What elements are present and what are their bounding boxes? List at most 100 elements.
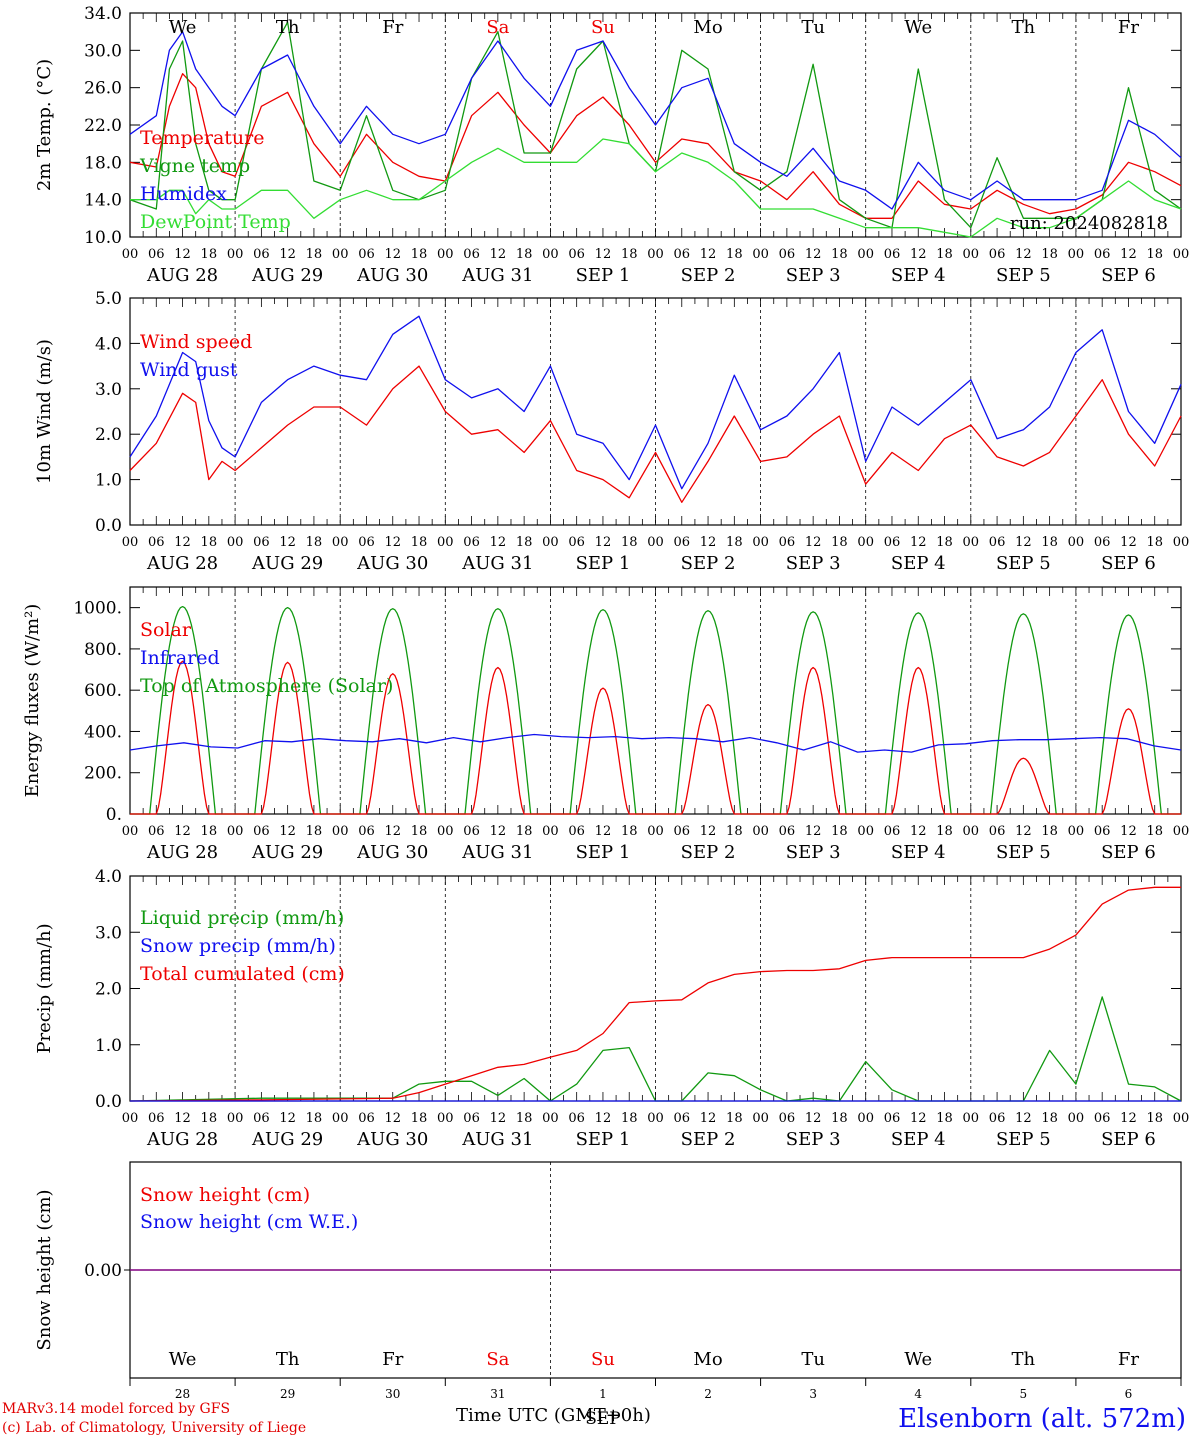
legend-entry: Wind gust xyxy=(140,359,238,381)
hour-tick-label: 18 xyxy=(936,824,953,839)
series-line xyxy=(129,31,1182,210)
solar-curve xyxy=(1075,708,1181,815)
hour-tick-label: 06 xyxy=(253,1111,270,1126)
y-tick-label: 800. xyxy=(84,640,122,660)
y-tick-label: 5.0 xyxy=(95,289,122,309)
hour-tick-label: 00 xyxy=(963,247,980,262)
series-line xyxy=(129,886,1181,1102)
hour-tick-label: 00 xyxy=(122,1111,139,1126)
date-label: AUG 28 xyxy=(146,553,218,574)
y-tick-label: 2.0 xyxy=(95,425,122,445)
hour-tick-label: 06 xyxy=(674,247,691,262)
hour-tick-label: 12 xyxy=(700,824,717,839)
hour-tick-label: 00 xyxy=(752,824,769,839)
y-tick-label: 26.0 xyxy=(84,79,122,99)
hour-tick-label: 00 xyxy=(437,535,454,550)
date-label: SEP 6 xyxy=(1101,1129,1156,1150)
y-tick-label: 18.0 xyxy=(84,153,122,173)
y-tick-label: 22.0 xyxy=(84,116,122,136)
hour-tick-label: 00 xyxy=(963,1111,980,1126)
hour-tick-label: 12 xyxy=(910,1111,927,1126)
y-axis-label: Energy fluxes (W/m²) xyxy=(22,604,43,798)
solar-curve xyxy=(865,666,971,815)
solar-curve xyxy=(445,666,551,815)
hour-tick-label: 12 xyxy=(1120,824,1137,839)
hour-tick-label: 06 xyxy=(989,247,1006,262)
hour-tick-label: 18 xyxy=(726,247,743,262)
weekday-label: We xyxy=(169,17,197,38)
weekday-label: Th xyxy=(1012,17,1036,38)
hour-tick-label: 12 xyxy=(595,1111,612,1126)
hour-tick-label: 06 xyxy=(253,247,270,262)
solar-curve xyxy=(655,703,761,815)
hour-tick-label: 06 xyxy=(358,824,375,839)
hour-tick-label: 18 xyxy=(1041,247,1058,262)
y-tick-label: 400. xyxy=(84,722,122,742)
hour-tick-label: 12 xyxy=(910,535,927,550)
hour-tick-label: 12 xyxy=(805,1111,822,1126)
hour-tick-label: 06 xyxy=(463,824,480,839)
day-number: 30 xyxy=(385,1387,400,1401)
day-number: 28 xyxy=(175,1387,190,1401)
y-tick-label: 10.0 xyxy=(84,228,122,248)
date-label: AUG 31 xyxy=(461,1129,533,1150)
hour-tick-label: 06 xyxy=(148,824,165,839)
hour-tick-label: 18 xyxy=(411,824,428,839)
hour-tick-label: 00 xyxy=(542,535,559,550)
y-axis-label: 10m Wind (m/s) xyxy=(34,339,55,484)
date-label: SEP 5 xyxy=(996,842,1051,863)
hour-tick-label: 00 xyxy=(1068,1111,1085,1126)
y-tick-label: 3.0 xyxy=(95,923,122,943)
solar-curve xyxy=(760,666,866,815)
date-label: AUG 30 xyxy=(356,842,428,863)
hour-tick-label: 00 xyxy=(963,535,980,550)
hour-tick-label: 06 xyxy=(1094,824,1111,839)
hour-tick-label: 12 xyxy=(384,1111,401,1126)
date-label: SEP 3 xyxy=(786,265,841,286)
date-label: SEP 5 xyxy=(996,265,1051,286)
hour-tick-label: 06 xyxy=(779,535,796,550)
hour-tick-label: 18 xyxy=(1041,824,1058,839)
weekday-label: Fr xyxy=(382,1349,403,1370)
date-label: SEP 2 xyxy=(681,842,736,863)
date-label: AUG 28 xyxy=(146,1129,218,1150)
legend-entry: Vigne temp xyxy=(139,155,250,177)
toa-solar-curve xyxy=(445,608,551,815)
hour-tick-label: 00 xyxy=(227,247,244,262)
hour-tick-label: 06 xyxy=(1094,535,1111,550)
weekday-label: Su xyxy=(591,17,615,38)
hour-tick-label: 00 xyxy=(542,1111,559,1126)
date-label: AUG 29 xyxy=(251,1129,323,1150)
hour-tick-label: 12 xyxy=(490,824,507,839)
legend-entry: Infrared xyxy=(140,647,220,669)
hour-tick-label: 06 xyxy=(989,824,1006,839)
hour-tick-label: 06 xyxy=(568,1111,585,1126)
weekday-label: Tu xyxy=(801,1349,825,1370)
hour-tick-label: 06 xyxy=(674,535,691,550)
date-label: SEP 5 xyxy=(996,1129,1051,1150)
y-axis-label: Snow height (cm) xyxy=(34,1189,55,1350)
hour-tick-label: 00 xyxy=(227,1111,244,1126)
hour-tick-label: 12 xyxy=(174,1111,191,1126)
hour-tick-label: 12 xyxy=(1120,535,1137,550)
y-tick-label: 0. xyxy=(106,805,122,825)
date-label: SEP 1 xyxy=(576,842,631,863)
hour-tick-label: 06 xyxy=(884,535,901,550)
hour-tick-label: 06 xyxy=(568,824,585,839)
hour-tick-label: 00 xyxy=(1173,1111,1190,1126)
hour-tick-label: 12 xyxy=(910,247,927,262)
day-number: 4 xyxy=(914,1387,922,1401)
weekday-label: Sa xyxy=(486,1349,509,1370)
hour-tick-label: 18 xyxy=(936,247,953,262)
hour-tick-label: 12 xyxy=(805,535,822,550)
y-tick-label: 0.00 xyxy=(84,1261,122,1281)
series-line xyxy=(129,21,1182,229)
weekday-label: Th xyxy=(276,17,300,38)
y-tick-label: 0.0 xyxy=(95,516,122,536)
hour-tick-label: 00 xyxy=(647,247,664,262)
hour-tick-label: 12 xyxy=(1015,535,1032,550)
hour-tick-label: 00 xyxy=(332,824,349,839)
day-number: 3 xyxy=(809,1387,817,1401)
hour-tick-label: 12 xyxy=(1015,1111,1032,1126)
date-label: AUG 28 xyxy=(146,842,218,863)
